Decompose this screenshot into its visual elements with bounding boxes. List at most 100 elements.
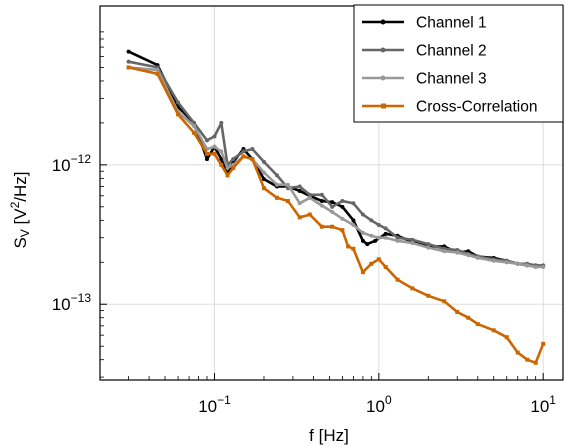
- data-point: [274, 182, 279, 187]
- legend: Channel 1 Channel 2 Channel 3 Cross-Correla…: [353, 4, 564, 123]
- data-point: [426, 293, 431, 298]
- data-point: [250, 146, 255, 151]
- data-point: [383, 264, 388, 269]
- data-point: [455, 250, 460, 255]
- x-tick-exponent: 1: [549, 393, 556, 407]
- x-tick-label: 10−1: [198, 393, 231, 416]
- data-point: [383, 235, 388, 240]
- data-point: [261, 186, 266, 191]
- legend-marker: [380, 47, 386, 53]
- data-point: [351, 201, 356, 206]
- data-point: [466, 315, 471, 320]
- data-point: [307, 212, 312, 217]
- data-point: [365, 242, 370, 247]
- data-point: [442, 249, 447, 254]
- data-series: [126, 49, 546, 365]
- x-tick-label: 101: [530, 393, 556, 416]
- data-point: [274, 195, 279, 200]
- y-tick-exponent: −12: [71, 152, 92, 166]
- data-point: [475, 255, 480, 260]
- data-point: [533, 360, 538, 365]
- data-point: [191, 130, 196, 135]
- data-point: [426, 242, 431, 247]
- data-point: [176, 100, 181, 105]
- data-point: [219, 120, 224, 125]
- data-point: [155, 67, 160, 72]
- data-point: [212, 151, 217, 156]
- data-point: [319, 203, 324, 208]
- data-point: [376, 235, 381, 240]
- plot-frame: [99, 5, 564, 381]
- data-point: [330, 209, 335, 214]
- data-point: [126, 49, 131, 54]
- data-point: [330, 224, 335, 229]
- data-point: [426, 245, 431, 250]
- data-point: [346, 244, 351, 249]
- data-point: [212, 144, 217, 149]
- data-point: [360, 238, 365, 243]
- data-point: [340, 216, 345, 221]
- data-point: [351, 223, 356, 228]
- data-point: [261, 177, 266, 182]
- legend-entry: Channel 1: [362, 15, 487, 32]
- data-point: [466, 253, 471, 258]
- data-point: [515, 350, 520, 355]
- data-point: [533, 264, 538, 269]
- y-tick-label: 10−12: [52, 152, 92, 175]
- x-tick-exponent: −1: [217, 393, 231, 407]
- data-point: [410, 237, 415, 242]
- data-point: [319, 224, 324, 229]
- data-point: [297, 184, 302, 189]
- axis-ticks: [100, 31, 544, 380]
- data-point: [383, 231, 388, 236]
- data-point: [250, 157, 255, 162]
- legend-entry: Channel 2: [362, 43, 487, 60]
- y-axis-label: SV [V2/Hz]: [8, 171, 32, 248]
- legend-label: Channel 2: [416, 43, 487, 60]
- data-point: [410, 241, 415, 246]
- data-point: [126, 65, 131, 70]
- data-point: [126, 59, 131, 64]
- data-point: [225, 165, 230, 170]
- data-point: [369, 218, 374, 223]
- data-point: [219, 157, 224, 162]
- data-point: [351, 218, 356, 223]
- data-point: [360, 212, 365, 217]
- legend-entry: Cross-Correlation: [362, 99, 537, 116]
- data-point: [274, 173, 279, 178]
- data-point: [231, 165, 236, 170]
- data-point: [225, 173, 230, 178]
- data-point: [383, 226, 388, 231]
- data-point: [541, 264, 546, 269]
- y-axis-label-superscript: 2: [8, 201, 22, 208]
- data-point: [504, 335, 509, 340]
- legend-label: Channel 1: [416, 15, 487, 32]
- data-point: [373, 238, 378, 243]
- data-point: [369, 261, 374, 266]
- data-point: [340, 204, 345, 209]
- data-point: [360, 230, 365, 235]
- data-point: [307, 195, 312, 200]
- data-point: [307, 192, 312, 197]
- data-point: [330, 204, 335, 209]
- x-tick-exponent: 0: [385, 393, 392, 407]
- x-axis-label: f [Hz]: [309, 426, 349, 445]
- data-point: [395, 235, 400, 240]
- data-point: [241, 149, 246, 154]
- data-point: [340, 199, 345, 204]
- data-point: [155, 71, 160, 76]
- data-point: [475, 322, 480, 327]
- legend-marker: [381, 103, 386, 109]
- data-point: [297, 201, 302, 206]
- data-point: [515, 261, 520, 266]
- series-cross-correlation: [126, 65, 546, 365]
- data-point: [219, 149, 224, 154]
- data-point: [525, 357, 530, 362]
- legend-label: Cross-Correlation: [416, 99, 537, 116]
- data-point: [541, 341, 546, 346]
- data-point: [204, 157, 209, 162]
- data-point: [319, 199, 324, 204]
- data-point: [410, 286, 415, 291]
- data-point: [297, 215, 302, 220]
- data-point: [285, 199, 290, 204]
